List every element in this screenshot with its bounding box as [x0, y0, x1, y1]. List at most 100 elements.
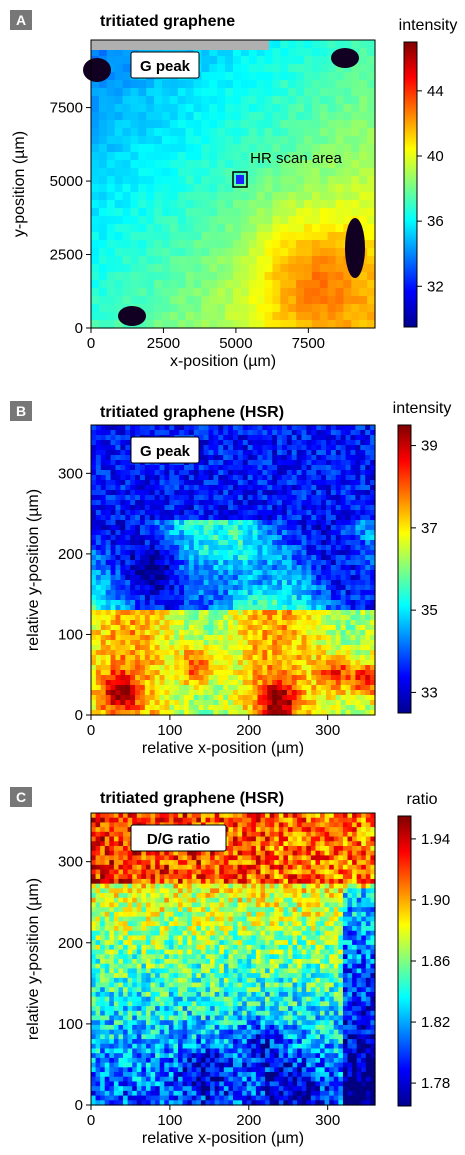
- heatmap-cell: [144, 535, 151, 541]
- heatmap-cell: [91, 96, 100, 105]
- heatmap-cell: [105, 520, 112, 526]
- heatmap-cell: [370, 700, 376, 706]
- heatmap-cell: [262, 550, 268, 556]
- heatmap-cell: [95, 1029, 101, 1035]
- heatmap-cell: [130, 615, 136, 621]
- heatmap-cell: [179, 475, 185, 481]
- heatmap-cell: [201, 136, 210, 145]
- heatmap-cell: [125, 560, 131, 566]
- heatmap-cell: [267, 710, 273, 716]
- heatmap-cell: [217, 144, 226, 153]
- heatmap-cell: [104, 869, 110, 875]
- heatmap-cell: [237, 565, 244, 571]
- heatmap-cell: [154, 280, 163, 289]
- heatmap-cell: [203, 670, 210, 676]
- heatmap-cell: [340, 460, 347, 466]
- heatmap-cell: [345, 565, 352, 571]
- heatmap-cell: [326, 480, 332, 486]
- heatmap-cell: [233, 545, 239, 551]
- heatmap-cell: [91, 184, 100, 193]
- heatmap-cell: [272, 630, 278, 636]
- heatmap-cell: [218, 545, 224, 551]
- heatmap-cell: [95, 510, 102, 516]
- heatmap-cell: [154, 304, 163, 313]
- heatmap-cell: [193, 104, 203, 113]
- heatmap-cell: [95, 600, 102, 606]
- heatmap-cell: [281, 705, 288, 711]
- heatmap-cell: [104, 888, 110, 894]
- heatmap-cell: [355, 565, 361, 571]
- heatmap-cell: [135, 675, 141, 681]
- heatmap-cell: [252, 695, 259, 701]
- heatmap-cell: [208, 520, 215, 526]
- heatmap-cell: [162, 200, 171, 209]
- heatmap-cell: [355, 675, 361, 681]
- heatmap-cell: [169, 256, 179, 265]
- heatmap-cell: [321, 480, 327, 486]
- heatmap-cell: [164, 545, 170, 551]
- heatmap-cell: [360, 530, 366, 536]
- heatmap-cell: [100, 575, 107, 581]
- heatmap-cell: [311, 650, 317, 656]
- heatmap-cell: [115, 535, 121, 541]
- heatmap-cell: [164, 670, 170, 676]
- heatmap-cell: [296, 575, 303, 581]
- heatmap-cell: [281, 605, 288, 611]
- heatmap-cell: [264, 144, 274, 153]
- heatmap-cell: [233, 635, 239, 641]
- heatmap-cell: [330, 535, 337, 541]
- heatmap-cell: [330, 460, 337, 466]
- heatmap-cell: [203, 570, 210, 576]
- heatmap-cell: [201, 248, 210, 257]
- heatmap-cell: [252, 440, 259, 446]
- heatmap-cell: [217, 256, 226, 265]
- heatmap-cell: [237, 590, 244, 596]
- heatmap-cell: [281, 515, 288, 521]
- heatmap-cell: [316, 645, 322, 651]
- heatmap-cell: [213, 575, 219, 581]
- heatmap-cell: [264, 96, 274, 105]
- heatmap-cell: [321, 585, 327, 591]
- heatmap-cell: [330, 670, 337, 676]
- heatmap-cell: [154, 555, 161, 561]
- heatmap-cell: [335, 685, 342, 691]
- heatmap-cell: [286, 550, 293, 556]
- heatmap-cell: [296, 430, 303, 436]
- heatmap-cell: [223, 640, 229, 646]
- heatmap-cell: [139, 540, 146, 546]
- heatmap-cell: [169, 216, 179, 225]
- heatmap-cell: [164, 640, 170, 646]
- heatmap-cell: [135, 615, 141, 621]
- heatmap-cell: [311, 465, 317, 471]
- heatmap-cell: [188, 495, 195, 501]
- heatmap-cell: [240, 256, 250, 265]
- heatmap-cell: [280, 208, 289, 217]
- heatmap-cell: [228, 525, 234, 531]
- heatmap-cell: [247, 705, 254, 711]
- heatmap-cell: [264, 296, 274, 305]
- heatmap-cell: [327, 184, 337, 193]
- heatmap-cell: [149, 610, 156, 616]
- heatmap-cell: [286, 465, 293, 471]
- heatmap-cell: [217, 176, 226, 185]
- heatmap-cell: [237, 460, 244, 466]
- heatmap-cell: [272, 705, 278, 711]
- heatmap-cell: [95, 921, 101, 927]
- heatmap-cell: [135, 550, 141, 556]
- heatmap-cell: [188, 595, 195, 601]
- heatmap-cell: [247, 480, 254, 486]
- heatmap-cell: [91, 520, 97, 526]
- heatmap-cell: [209, 288, 218, 297]
- heatmap-cell: [272, 264, 281, 273]
- heatmap-cell: [257, 595, 263, 601]
- heatmap-cell: [370, 585, 376, 591]
- heatmap-cell: [223, 430, 229, 436]
- heatmap-cell: [296, 655, 303, 661]
- heatmap-cell: [135, 685, 141, 691]
- heatmap-cell: [104, 1043, 110, 1050]
- heatmap-cell: [120, 455, 126, 461]
- heatmap-cell: [365, 525, 371, 531]
- heatmap-cell: [95, 650, 102, 656]
- heatmap-cell: [340, 575, 347, 581]
- heatmap-cell: [351, 304, 360, 313]
